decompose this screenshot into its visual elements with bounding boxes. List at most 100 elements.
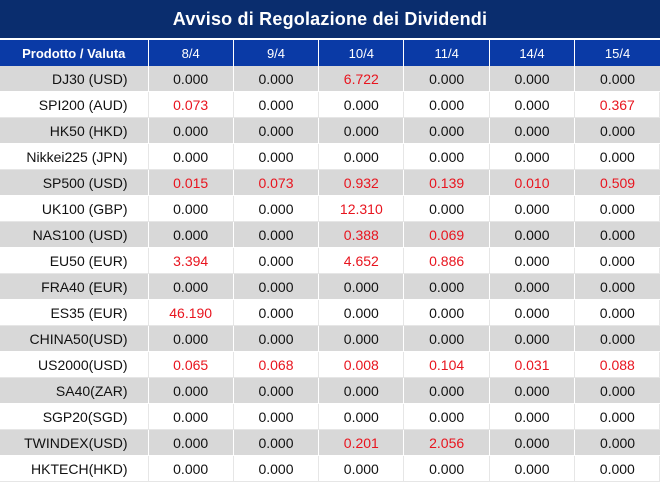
dividend-value-cell: 2.056: [403, 429, 490, 456]
dividend-value-cell: 0.201: [318, 429, 405, 456]
dividend-value-cell: 0.000: [574, 66, 660, 92]
dividend-value-cell: 0.088: [574, 351, 660, 378]
product-cell: SPI200 (AUD): [0, 91, 149, 118]
dividend-value-cell: 0.073: [233, 169, 320, 196]
dividend-value-cell: 0.010: [489, 169, 576, 196]
dividend-value-cell: 0.000: [574, 377, 660, 404]
dividend-value-cell: 0.000: [489, 66, 576, 92]
dividend-value-cell: 0.000: [148, 221, 234, 248]
dividend-value-cell: 12.310: [318, 195, 405, 222]
product-cell: SGP20(SGD): [0, 403, 149, 430]
dividend-value-cell: 0.000: [574, 273, 660, 300]
dividend-value-cell: 0.000: [318, 91, 405, 118]
column-header-date: 14/4: [489, 40, 576, 66]
table-row: UK100 (GBP) 0.000 0.000 12.310 0.000 0.000 0.0…: [0, 195, 660, 222]
dividend-value-cell: 0.000: [233, 91, 320, 118]
dividend-value-cell: 0.000: [233, 403, 320, 430]
dividend-value-cell: 0.065: [148, 351, 234, 378]
dividend-value-cell: 0.000: [574, 325, 660, 352]
dividend-value-cell: 0.000: [574, 299, 660, 326]
product-cell: ES35 (EUR): [0, 299, 149, 326]
dividend-value-cell: 0.000: [148, 195, 234, 222]
column-header-date: 15/4: [574, 40, 660, 66]
column-header-date: 8/4: [148, 40, 234, 66]
dividend-value-cell: 0.367: [574, 91, 660, 118]
product-cell: CHINA50(USD): [0, 325, 149, 352]
dividend-value-cell: 0.000: [148, 377, 234, 404]
dividend-value-cell: 0.000: [489, 247, 576, 274]
table-row: DJ30 (USD) 0.000 0.000 6.722 0.000 0.000 0.000: [0, 66, 660, 92]
dividend-value-cell: 0.000: [489, 299, 576, 326]
dividend-value-cell: 0.000: [574, 117, 660, 144]
table-row: SA40(ZAR) 0.000 0.000 0.000 0.000 0.000 0.000: [0, 377, 660, 404]
dividend-value-cell: 0.000: [489, 455, 576, 482]
dividend-value-cell: 0.000: [148, 273, 234, 300]
dividend-value-cell: 0.104: [403, 351, 490, 378]
dividend-value-cell: 0.000: [403, 325, 490, 352]
dividend-value-cell: 0.000: [318, 143, 405, 170]
dividend-value-cell: 0.000: [403, 273, 490, 300]
dividend-value-cell: 0.000: [148, 66, 234, 92]
dividend-value-cell: 0.000: [233, 429, 320, 456]
dividend-value-cell: 0.073: [148, 91, 234, 118]
dividend-value-cell: 0.000: [233, 247, 320, 274]
product-cell: DJ30 (USD): [0, 66, 149, 92]
dividend-value-cell: 0.000: [489, 429, 576, 456]
dividend-value-cell: 0.000: [318, 455, 405, 482]
dividend-value-cell: 0.015: [148, 169, 234, 196]
dividend-value-cell: 0.000: [489, 117, 576, 144]
dividend-value-cell: 0.000: [403, 117, 490, 144]
dividend-value-cell: 0.008: [318, 351, 405, 378]
dividend-value-cell: 0.000: [233, 117, 320, 144]
dividend-value-cell: 0.000: [318, 273, 405, 300]
dividend-value-cell: 46.190: [148, 299, 234, 326]
dividend-value-cell: 0.000: [233, 221, 320, 248]
table-row: EU50 (EUR) 3.394 0.000 4.652 0.886 0.000 0.000: [0, 247, 660, 274]
page-title: Avviso di Regolazione dei Dividendi: [0, 0, 660, 38]
dividend-value-cell: 0.000: [233, 455, 320, 482]
table-body: DJ30 (USD) 0.000 0.000 6.722 0.000 0.000 0.000…: [0, 66, 660, 482]
table-header-row: Prodotto / Valuta 8/4 9/4 10/4 11/4 14/4…: [0, 40, 660, 66]
product-cell: NAS100 (USD): [0, 221, 149, 248]
product-cell: FRA40 (EUR): [0, 273, 149, 300]
table-row: Nikkei225 (JPN) 0.000 0.000 0.000 0.000 0.000…: [0, 143, 660, 170]
table-row: SGP20(SGD) 0.000 0.000 0.000 0.000 0.000 0.000: [0, 403, 660, 430]
dividend-value-cell: 0.069: [403, 221, 490, 248]
table-row: SPI200 (AUD) 0.073 0.000 0.000 0.000 0.000 0.3…: [0, 91, 660, 118]
dividend-value-cell: 6.722: [318, 66, 405, 92]
column-header-date: 9/4: [233, 40, 320, 66]
dividend-value-cell: 0.139: [403, 169, 490, 196]
dividend-value-cell: 3.394: [148, 247, 234, 274]
dividend-value-cell: 0.000: [233, 195, 320, 222]
dividend-value-cell: 0.000: [318, 377, 405, 404]
column-header-date: 11/4: [403, 40, 490, 66]
table-row: TWINDEX(USD) 0.000 0.000 0.201 2.056 0.000 0.0…: [0, 429, 660, 456]
dividend-value-cell: 0.000: [233, 66, 320, 92]
product-cell: US2000(USD): [0, 351, 149, 378]
column-header-product: Prodotto / Valuta: [0, 40, 149, 66]
dividend-value-cell: 0.000: [318, 403, 405, 430]
product-cell: EU50 (EUR): [0, 247, 149, 274]
dividend-value-cell: 0.000: [148, 117, 234, 144]
table-row: CHINA50(USD) 0.000 0.000 0.000 0.000 0.000 0.0…: [0, 325, 660, 352]
dividend-value-cell: 0.000: [233, 377, 320, 404]
dividend-value-cell: 0.000: [318, 325, 405, 352]
product-cell: SP500 (USD): [0, 169, 149, 196]
table-row: US2000(USD) 0.065 0.068 0.008 0.104 0.031 0.08…: [0, 351, 660, 378]
dividend-value-cell: 0.000: [403, 377, 490, 404]
table-row: SP500 (USD) 0.015 0.073 0.932 0.139 0.010 0.50…: [0, 169, 660, 196]
dividend-value-cell: 0.000: [233, 299, 320, 326]
dividend-value-cell: 0.886: [403, 247, 490, 274]
dividend-value-cell: 4.652: [318, 247, 405, 274]
dividend-value-cell: 0.000: [489, 195, 576, 222]
dividend-value-cell: 0.000: [489, 91, 576, 118]
dividend-value-cell: 0.000: [403, 195, 490, 222]
dividend-value-cell: 0.000: [574, 143, 660, 170]
dividend-value-cell: 0.031: [489, 351, 576, 378]
dividend-value-cell: 0.000: [403, 66, 490, 92]
table-row: ES35 (EUR) 46.190 0.000 0.000 0.000 0.000 0.00…: [0, 299, 660, 326]
product-cell: TWINDEX(USD): [0, 429, 149, 456]
product-cell: HKTECH(HKD): [0, 455, 149, 482]
dividend-value-cell: 0.000: [403, 403, 490, 430]
